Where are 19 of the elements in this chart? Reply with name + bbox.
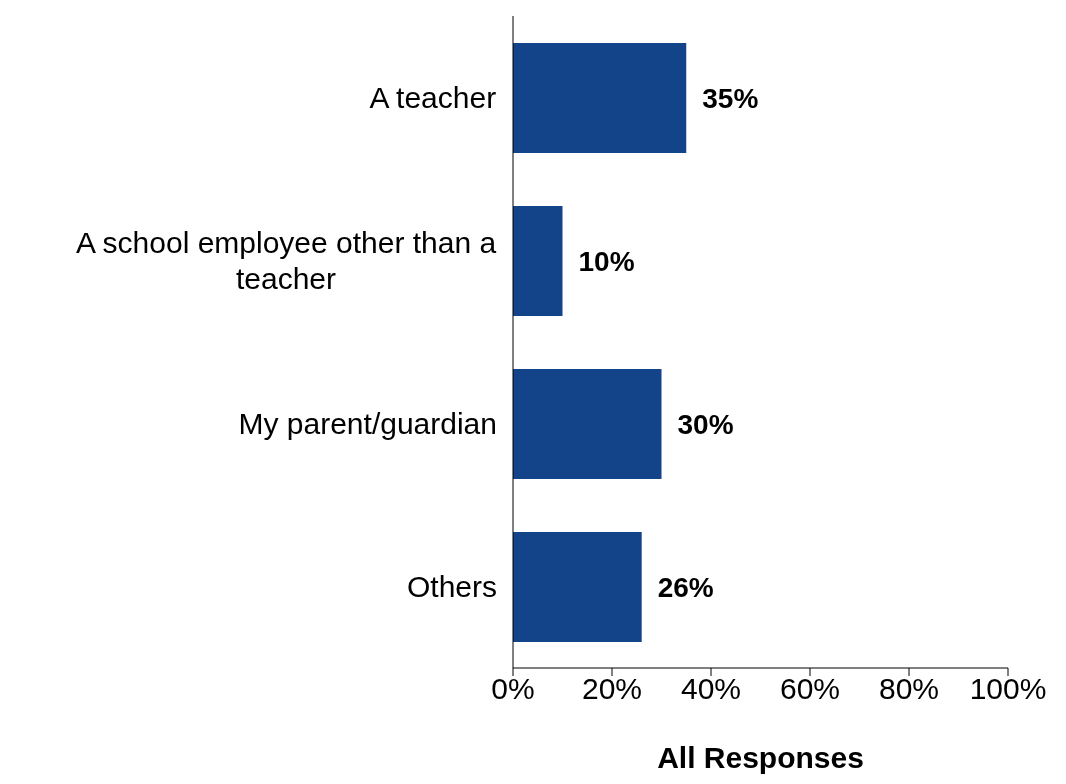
bar [513,369,662,479]
bar [513,43,687,153]
data-label: 10% [578,245,635,277]
data-label: 30% [677,408,734,440]
x-tick-label: 100% [969,672,1047,706]
y-tick-label: A school employee other than a teacher [75,225,497,295]
x-tick-label: 20% [581,672,643,706]
x-tick-label: 60% [779,672,841,706]
bar [513,206,563,316]
y-tick-label: Others [406,569,497,603]
x-axis-title: All Responses [657,741,864,774]
bar [513,532,642,642]
y-tick-label: A teacher [369,80,497,114]
x-tick-label: 0% [491,672,535,706]
data-label: 26% [657,571,714,603]
x-tick-label: 80% [878,672,940,706]
y-tick-label: My parent/guardian [238,406,498,440]
data-label: 35% [702,82,759,114]
x-tick-label: 40% [680,672,742,706]
